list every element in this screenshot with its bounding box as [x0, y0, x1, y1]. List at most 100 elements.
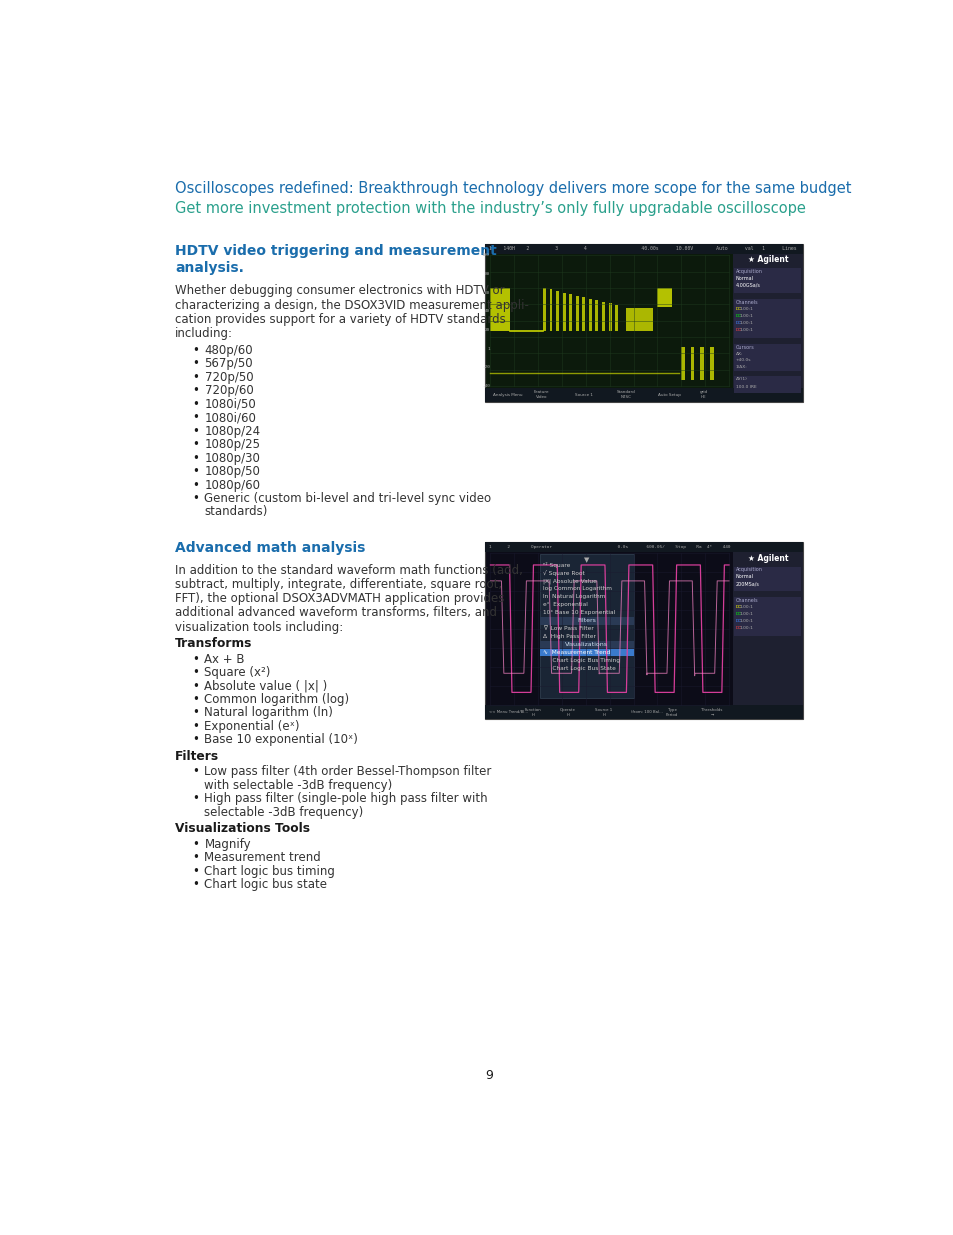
Bar [539, 553, 633, 698]
Bar [690, 347, 694, 379]
Text: •: • [192, 766, 199, 778]
Bar [549, 289, 552, 331]
Bar [542, 288, 545, 331]
Text: Oscilloscopes redefined: Breakthrough technology delivers more scope for the sam: Oscilloscopes redefined: Breakthrough te… [174, 180, 851, 195]
Bar [709, 347, 713, 379]
Bar [539, 648, 633, 657]
Text: standards): standards) [204, 505, 268, 519]
Text: 1.00:1: 1.00:1 [739, 613, 752, 616]
Text: eˣ  Exponential: eˣ Exponential [543, 603, 588, 608]
Text: •: • [192, 734, 199, 746]
Text: •: • [192, 793, 199, 805]
Text: 20: 20 [484, 329, 489, 332]
Bar [608, 304, 611, 331]
Text: High pass filter (single-pole high pass filter with: High pass filter (single-pole high pass … [204, 793, 488, 805]
Text: Get more investment protection with the industry’s only fully upgradable oscillo: Get more investment protection with the … [174, 201, 805, 216]
Text: Natural logarithm (ln): Natural logarithm (ln) [204, 706, 333, 720]
Text: 1.00:1: 1.00:1 [739, 626, 752, 630]
Text: 1    140H    2         3         4                   40.00s      10.00V        A: 1 140H 2 3 4 40.00s 10.00V A [488, 246, 796, 251]
Bar [484, 243, 732, 401]
Text: ∇  Low Pass Filter: ∇ Low Pass Filter [543, 626, 594, 631]
Text: 10ˣ Base 10 Exponential: 10ˣ Base 10 Exponential [543, 610, 615, 615]
Bar [484, 542, 802, 719]
Text: characterizing a design, the DSOX3VID measurement appli-: characterizing a design, the DSOX3VID me… [174, 299, 528, 311]
Text: •: • [192, 864, 199, 878]
Bar [626, 308, 652, 331]
Text: (from: 100 Bal...: (from: 100 Bal... [630, 710, 661, 714]
Text: Common logarithm (log): Common logarithm (log) [204, 693, 349, 706]
Text: Auto Setup: Auto Setup [658, 393, 680, 396]
Text: 1.00:1: 1.00:1 [739, 619, 752, 622]
Text: •: • [192, 652, 199, 666]
Text: 567p/50: 567p/50 [204, 357, 253, 370]
Text: Function
H: Function H [524, 708, 540, 716]
Text: 1.00:1: 1.00:1 [739, 605, 752, 609]
Text: 80: 80 [484, 272, 489, 275]
Text: Chart Logic Bus Timing: Chart Logic Bus Timing [543, 658, 619, 663]
Bar [700, 347, 703, 379]
Text: Cursors: Cursors [735, 345, 754, 350]
Text: << Menu Trend/BI...: << Menu Trend/BI... [488, 710, 528, 714]
Bar [734, 598, 801, 636]
Text: 1080i/60: 1080i/60 [204, 411, 256, 424]
Text: √ Square Root: √ Square Root [543, 571, 584, 576]
Text: including:: including: [174, 327, 233, 340]
Text: Normal: Normal [735, 275, 753, 282]
Text: Δ  High Pass Filter: Δ High Pass Filter [543, 635, 596, 640]
Text: grid
HE: grid HE [699, 390, 707, 399]
Text: -20: -20 [481, 366, 489, 369]
Text: selectable -3dB frequency): selectable -3dB frequency) [204, 805, 363, 819]
Bar [569, 294, 572, 331]
Text: Filters: Filters [174, 750, 219, 763]
Text: Low pass filter (4th order Bessel-Thompson filter: Low pass filter (4th order Bessel-Thomps… [204, 766, 492, 778]
Text: 1080p/50: 1080p/50 [204, 466, 260, 478]
Text: Visualizations Tools: Visualizations Tools [174, 823, 310, 835]
Text: •: • [192, 384, 199, 398]
Text: ⁿ² Square: ⁿ² Square [543, 562, 570, 568]
Text: •: • [192, 398, 199, 411]
Bar [484, 388, 802, 401]
Text: |X| Absolute Value: |X| Absolute Value [543, 578, 597, 584]
Text: •: • [192, 452, 199, 464]
Text: subtract, multiply, integrate, differentiate, square root,: subtract, multiply, integrate, different… [174, 578, 501, 590]
Text: 9: 9 [484, 1070, 493, 1082]
Text: 1080p/25: 1080p/25 [204, 438, 260, 451]
Text: 1080p/60: 1080p/60 [204, 478, 260, 492]
Text: Filters: Filters [577, 619, 596, 624]
Text: analysis.: analysis. [174, 262, 244, 275]
Text: Acquisition: Acquisition [735, 567, 762, 573]
Text: Generic (custom bi-level and tri-level sync video: Generic (custom bi-level and tri-level s… [204, 492, 491, 505]
Text: Normal: Normal [735, 574, 753, 579]
Text: additional advanced waveform transforms, filters, and: additional advanced waveform transforms,… [174, 606, 497, 619]
Text: visualization tools including:: visualization tools including: [174, 621, 343, 634]
Text: Whether debugging consumer electronics with HDTV or: Whether debugging consumer electronics w… [174, 284, 504, 298]
Text: ΔX:: ΔX: [735, 352, 742, 356]
Text: Source 1
H: Source 1 H [595, 708, 612, 716]
Bar [732, 542, 802, 719]
Text: •: • [192, 693, 199, 706]
Text: ∿  Measurement Trend: ∿ Measurement Trend [543, 650, 610, 656]
Text: Thresholds
→: Thresholds → [700, 708, 722, 716]
Text: 60: 60 [484, 290, 489, 295]
Text: Magnify: Magnify [204, 837, 251, 851]
Text: DC: DC [735, 306, 741, 311]
Bar [484, 705, 802, 719]
Text: •: • [192, 492, 199, 505]
Text: 1.00:1: 1.00:1 [739, 306, 752, 311]
Bar [734, 377, 801, 393]
Text: 4.00GSa/s: 4.00GSa/s [735, 283, 760, 288]
Text: 480p/60: 480p/60 [204, 343, 253, 357]
Bar [595, 300, 598, 331]
Text: with selectable -3dB frequency): with selectable -3dB frequency) [204, 779, 393, 792]
Text: Channels: Channels [735, 598, 758, 603]
Text: 40: 40 [484, 309, 489, 314]
Bar [490, 288, 509, 331]
Text: •: • [192, 851, 199, 864]
Text: •: • [192, 343, 199, 357]
Text: 720p/60: 720p/60 [204, 384, 253, 398]
Text: •: • [192, 679, 199, 693]
Text: ★ Agilent: ★ Agilent [747, 256, 787, 264]
Bar [539, 641, 633, 648]
Text: Acquisition: Acquisition [735, 269, 762, 274]
Text: 1.00:1: 1.00:1 [739, 327, 752, 332]
